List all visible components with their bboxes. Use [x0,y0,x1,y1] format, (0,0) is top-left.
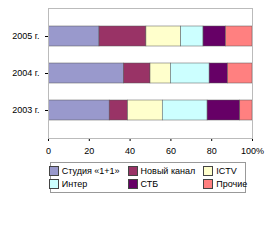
svg-text:2004 г.: 2004 г. [12,68,39,78]
html-text:Прочие: Прочие [216,179,248,189]
svg-text:80: 80 [207,146,217,156]
svg-text:0: 0 [46,146,51,156]
svg-text:2005 г.: 2005 г. [12,31,39,41]
html-text:ICTV: ICTV [216,166,237,176]
svg-text:60: 60 [166,146,176,156]
html-text:Новый канал: Новый канал [140,166,196,176]
html-text:Студия «1+1»: Студия «1+1» [61,166,120,176]
html-text:Интер: Интер [61,179,88,189]
svg-text:20: 20 [84,146,94,156]
html-text:СТБ: СТБ [140,179,159,189]
svg-text:40: 40 [125,146,135,156]
svg-text:2003 г.: 2003 г. [12,105,39,115]
svg-text:100%: 100% [241,146,264,156]
